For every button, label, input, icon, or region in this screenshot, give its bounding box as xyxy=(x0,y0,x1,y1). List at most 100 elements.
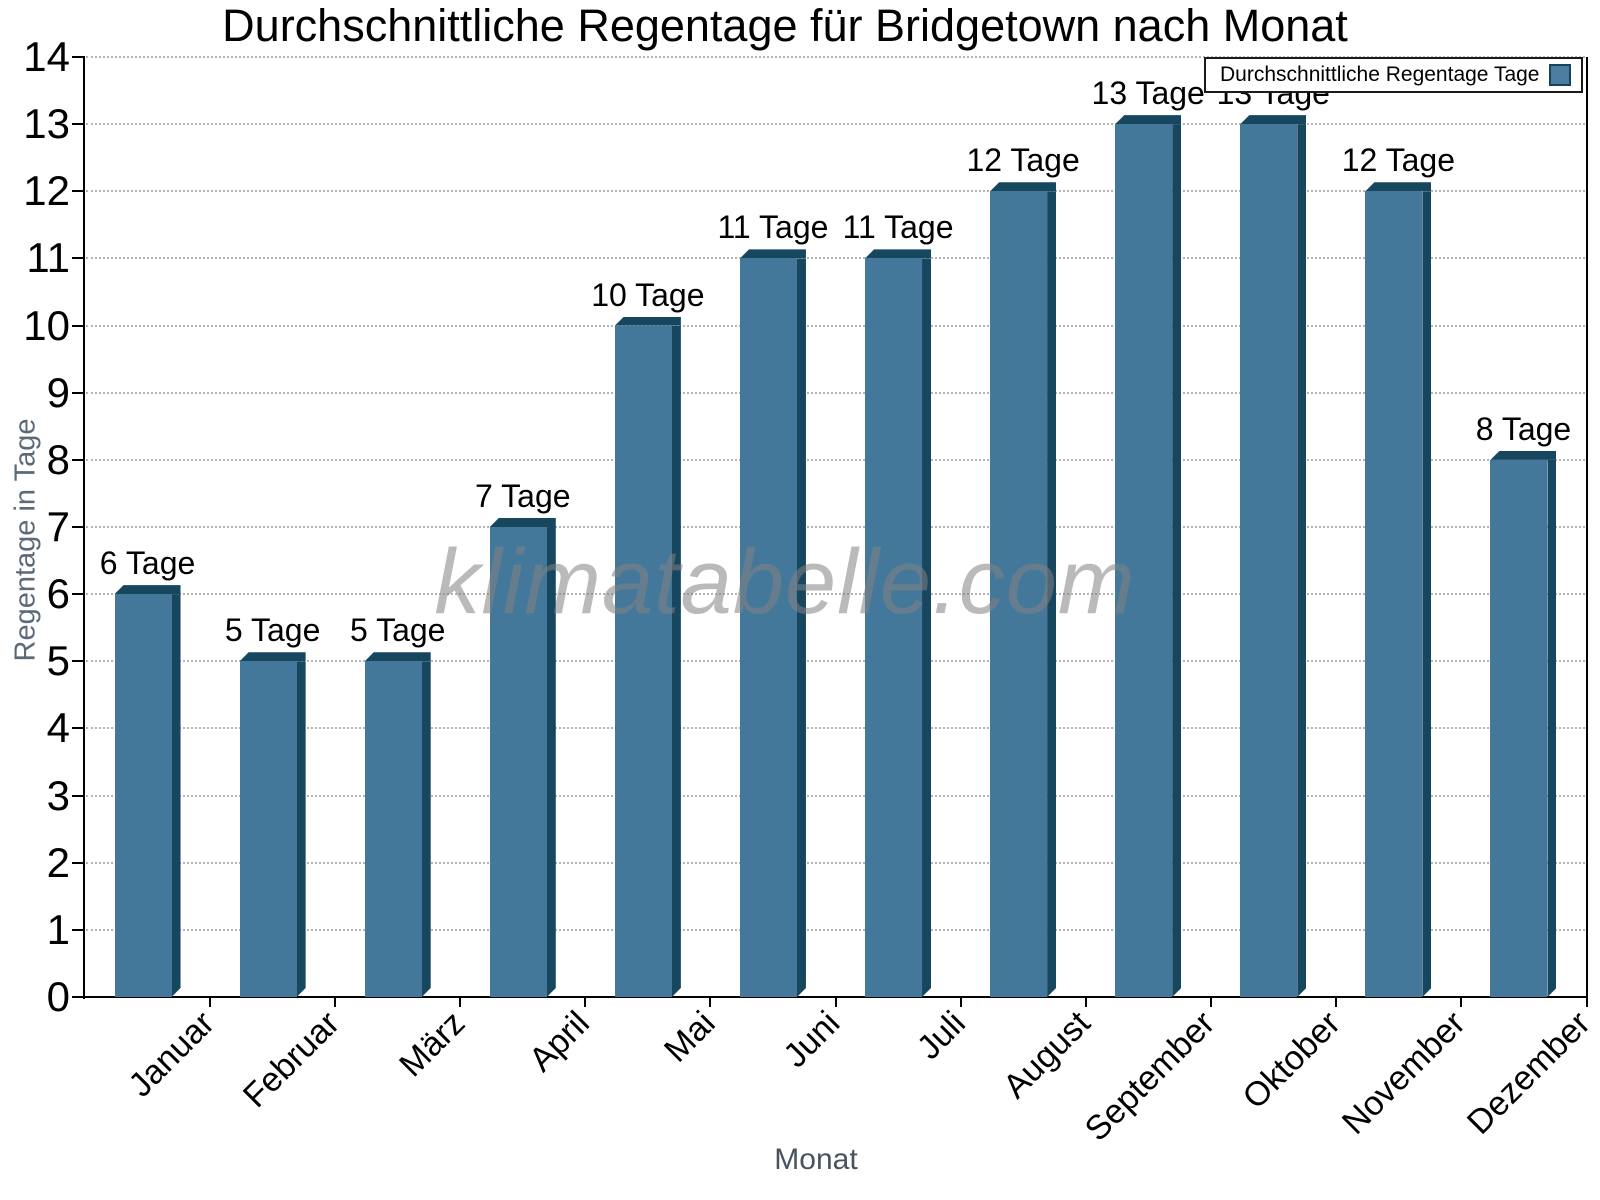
bar-side xyxy=(797,258,806,997)
x-tick-label: Dezember xyxy=(1460,1004,1598,1142)
y-tick-label: 10 xyxy=(23,301,70,349)
x-tick-mark xyxy=(209,997,212,1007)
y-tick-label: 1 xyxy=(46,905,70,953)
bar-top-bevel xyxy=(364,652,431,662)
bar-side xyxy=(1547,460,1556,997)
gridline xyxy=(86,123,1585,126)
bar-face xyxy=(739,258,797,997)
y-tick-mark xyxy=(72,56,85,58)
bar-side xyxy=(1047,191,1056,997)
y-tick-mark xyxy=(72,861,85,864)
legend: Durchschnittliche Regentage Tage xyxy=(1204,57,1583,93)
y-tick-label: 2 xyxy=(46,838,70,886)
y-tick-label: 9 xyxy=(46,368,70,416)
y-tick-mark xyxy=(72,190,85,193)
y-tick-label: 8 xyxy=(46,435,70,483)
gridline xyxy=(86,727,1585,730)
legend-marker-icon xyxy=(1549,64,1571,86)
x-tick-label: September xyxy=(1078,1004,1223,1149)
x-tick-mark xyxy=(1209,997,1212,1007)
bar-side xyxy=(422,661,431,997)
bar-value-label: 11 Tage xyxy=(842,209,954,246)
gridline xyxy=(86,324,1585,327)
bar-top-bevel xyxy=(865,249,932,259)
x-tick-mark xyxy=(459,997,462,1007)
y-tick-mark xyxy=(72,996,85,998)
bar-face xyxy=(614,325,672,997)
bar-value-label: 10 Tage xyxy=(591,276,705,313)
x-tick-mark xyxy=(584,997,587,1007)
y-tick-label: 6 xyxy=(46,570,70,618)
y-tick-label: 0 xyxy=(46,973,70,1020)
bar-value-label: 11 Tage xyxy=(717,209,829,246)
bar-top-bevel xyxy=(1115,115,1182,125)
x-tick-mark xyxy=(334,997,337,1007)
bar-side xyxy=(922,258,931,997)
bar-side xyxy=(1172,124,1181,997)
y-tick-label: 7 xyxy=(46,503,70,550)
bar-side xyxy=(1422,191,1431,997)
x-tick-label: Juni xyxy=(776,1004,848,1075)
gridline xyxy=(86,190,1585,193)
bar-face xyxy=(489,527,547,997)
bar-value-label: 5 Tage xyxy=(224,612,321,649)
y-tick-mark xyxy=(72,727,85,730)
bar-value-label: 12 Tage xyxy=(966,142,1080,179)
x-axis-line xyxy=(83,996,1588,998)
x-tick-label: August xyxy=(995,1004,1098,1106)
x-tick-mark xyxy=(709,997,712,1007)
bar-face xyxy=(1115,124,1173,997)
x-tick-label: Juli xyxy=(909,1004,973,1067)
x-axis-title: Monat xyxy=(774,1143,858,1176)
bar-top-bevel xyxy=(990,182,1057,192)
x-tick-label: November xyxy=(1335,1004,1473,1142)
x-tick-label: Mai xyxy=(656,1004,723,1070)
x-tick-label: Oktober xyxy=(1235,1004,1348,1117)
y-tick-label: 5 xyxy=(46,637,70,685)
gridline xyxy=(86,56,1585,58)
bar-side xyxy=(172,594,181,997)
y-tick-label: 11 xyxy=(26,234,70,282)
chart-title: Durchschnittliche Regentage für Bridgeto… xyxy=(222,0,1348,51)
y-tick-mark xyxy=(72,324,85,327)
bar-face xyxy=(865,258,923,997)
bar-face xyxy=(1365,191,1423,997)
gridline xyxy=(86,928,1585,931)
bar-top-bevel xyxy=(614,316,681,326)
gridline xyxy=(86,458,1585,461)
bar-face xyxy=(990,191,1048,997)
x-tick-label: Januar xyxy=(121,1004,222,1105)
x-tick-mark xyxy=(959,997,962,1007)
x-tick-label: März xyxy=(391,1004,473,1085)
y-tick-mark xyxy=(72,593,85,596)
bar-value-label: 8 Tage xyxy=(1475,410,1572,447)
gridline xyxy=(86,861,1585,864)
x-tick-mark xyxy=(834,997,837,1007)
bar-side xyxy=(672,326,681,997)
gridline xyxy=(86,526,1585,528)
x-tick-label: Februar xyxy=(235,1004,348,1116)
y-tick-mark xyxy=(72,794,85,797)
y-tick-label: 3 xyxy=(46,771,70,819)
bar-top-bevel xyxy=(1240,115,1307,125)
bar-side xyxy=(1297,124,1306,997)
gridline xyxy=(86,593,1585,596)
x-tick-label: April xyxy=(522,1004,598,1079)
bar-face xyxy=(1240,124,1298,997)
bar-value-label: 7 Tage xyxy=(475,478,571,514)
bar-face xyxy=(364,661,422,997)
bar-top-bevel xyxy=(1490,450,1557,460)
y-tick-label: 14 xyxy=(23,33,70,80)
x-tick-mark xyxy=(1334,997,1337,1007)
bar-value-label: 13 Tage xyxy=(1091,75,1205,112)
bar-face xyxy=(114,594,172,997)
y-axis-line xyxy=(83,57,85,999)
y-tick-mark xyxy=(72,123,85,126)
y-tick-mark xyxy=(72,458,85,461)
gridline xyxy=(86,660,1585,663)
y-tick-mark xyxy=(72,928,85,931)
bar-value-label: 5 Tage xyxy=(349,612,446,649)
bar-value-label: 6 Tage xyxy=(99,545,196,582)
gridline xyxy=(86,794,1585,797)
